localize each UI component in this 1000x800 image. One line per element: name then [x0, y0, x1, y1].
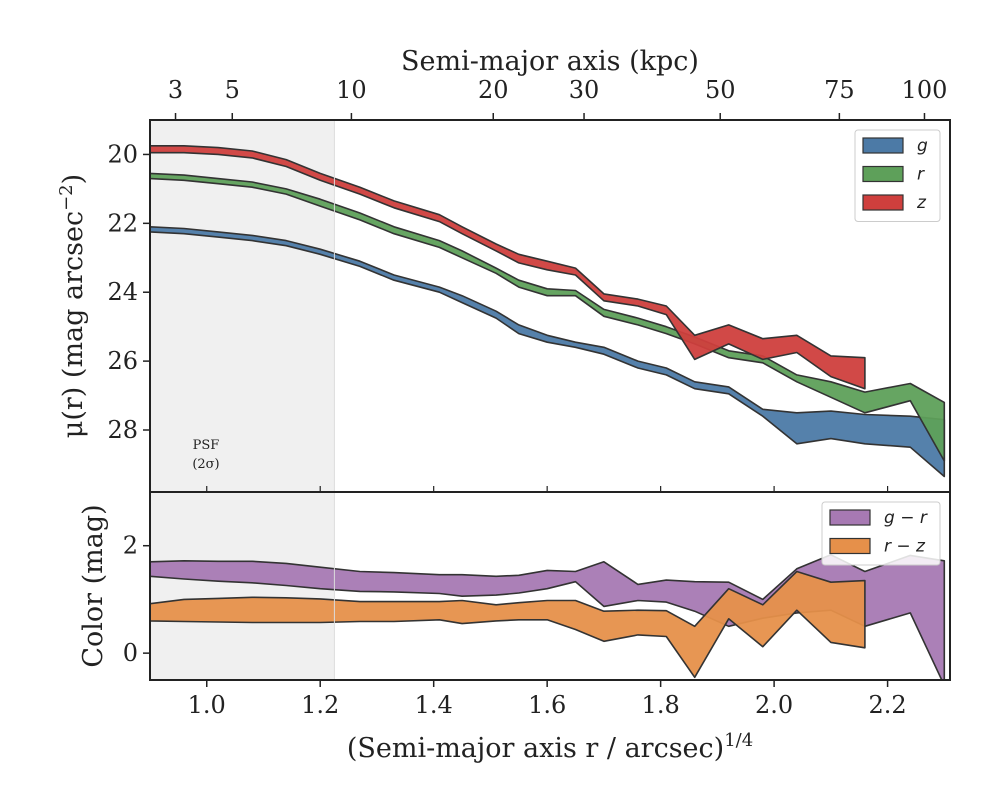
lower-band-r-z — [150, 570, 866, 679]
lower-plot-frame — [149, 491, 951, 681]
upper-band-r — [150, 172, 946, 462]
lower-series-group — [150, 554, 946, 680]
xtick-label: 2.2 — [869, 691, 907, 719]
upper-series-group — [150, 145, 946, 478]
top-xtick-label: 50 — [705, 76, 736, 104]
psf-label-line2: (2σ) — [192, 457, 219, 472]
upper-band-g — [150, 226, 946, 478]
upper-y-axis-title: μ(r) (mag arcsec−2) — [56, 174, 89, 438]
lower-ytick-label: 2 — [123, 532, 138, 560]
x-axis-title-exponent: 1/4 — [724, 730, 753, 751]
upper-panel: 20 22 24 26 28 3 5 10 20 30 50 75 100 PSF (2σ) grz μ… — [56, 76, 951, 493]
xtick-label: 1.8 — [642, 691, 680, 719]
xtick-label: 1.2 — [301, 691, 339, 719]
psf-label-line1: PSF — [193, 438, 220, 453]
upper-ytick-label: 20 — [107, 140, 138, 168]
upper-legend-label-r: r — [917, 165, 925, 185]
top-xtick-label: 30 — [569, 76, 600, 104]
x-axis-title-main: (Semi-major axis r / arcsec) — [347, 733, 724, 764]
upper-legend-label-z: z — [916, 193, 927, 213]
top-xtick-label: 3 — [168, 76, 183, 104]
upper-legend-swatch-r — [862, 165, 904, 183]
upper-legend-swatch-g — [862, 137, 904, 154]
lower-legend-label-g-r: g − r — [884, 508, 928, 528]
x-axis-title: (Semi-major axis r / arcsec)1/4 — [347, 730, 753, 764]
top-xtick-label: 20 — [478, 76, 509, 104]
top-x-axis-title: Semi-major axis (kpc) — [401, 46, 699, 77]
upper-y-axis-title-close: ) — [58, 174, 89, 185]
lower-ytick-label: 0 — [123, 639, 138, 667]
upper-legend-label-g: g — [917, 136, 928, 156]
upper-ytick-label: 28 — [107, 416, 138, 444]
upper-ytick-label: 26 — [107, 347, 138, 375]
lower-legend-swatch-g-r — [829, 509, 871, 526]
upper-y-axis-title-main: μ(r) (mag arcsec — [58, 211, 89, 438]
upper-axes: 20 22 24 26 28 3 5 10 20 30 50 75 100 — [107, 76, 947, 492]
xtick-label: 1.4 — [415, 691, 453, 719]
top-xtick-label: 10 — [336, 76, 367, 104]
lower-band-g-r — [150, 554, 946, 680]
upper-legend: grz — [854, 129, 941, 222]
upper-ytick-label: 24 — [107, 278, 138, 306]
top-xtick-label: 100 — [902, 76, 948, 104]
lower-legend: g − r r − z — [821, 501, 941, 566]
lower-panel: 0 2 1.0 1.2 1.4 1.6 1.8 2.0 2.2 g − r r − z Color… — [78, 491, 951, 719]
xtick-label: 2.0 — [755, 691, 793, 719]
top-xtick-label: 75 — [824, 76, 855, 104]
xtick-label: 1.0 — [188, 691, 226, 719]
upper-band-z — [150, 145, 866, 390]
top-xtick-label: 5 — [225, 76, 240, 104]
lower-y-axis-title: Color (mag) — [78, 504, 109, 667]
lower-legend-label-r-z: r − z — [884, 537, 926, 557]
lower-axes: 0 2 1.0 1.2 1.4 1.6 1.8 2.0 2.2 — [123, 492, 907, 719]
upper-y-axis-title-exponent: −2 — [56, 184, 77, 211]
xtick-label: 1.6 — [528, 691, 566, 719]
upper-legend-swatch-z — [862, 194, 904, 211]
upper-ytick-label: 22 — [107, 209, 138, 237]
lower-legend-swatch-r-z — [829, 537, 871, 555]
